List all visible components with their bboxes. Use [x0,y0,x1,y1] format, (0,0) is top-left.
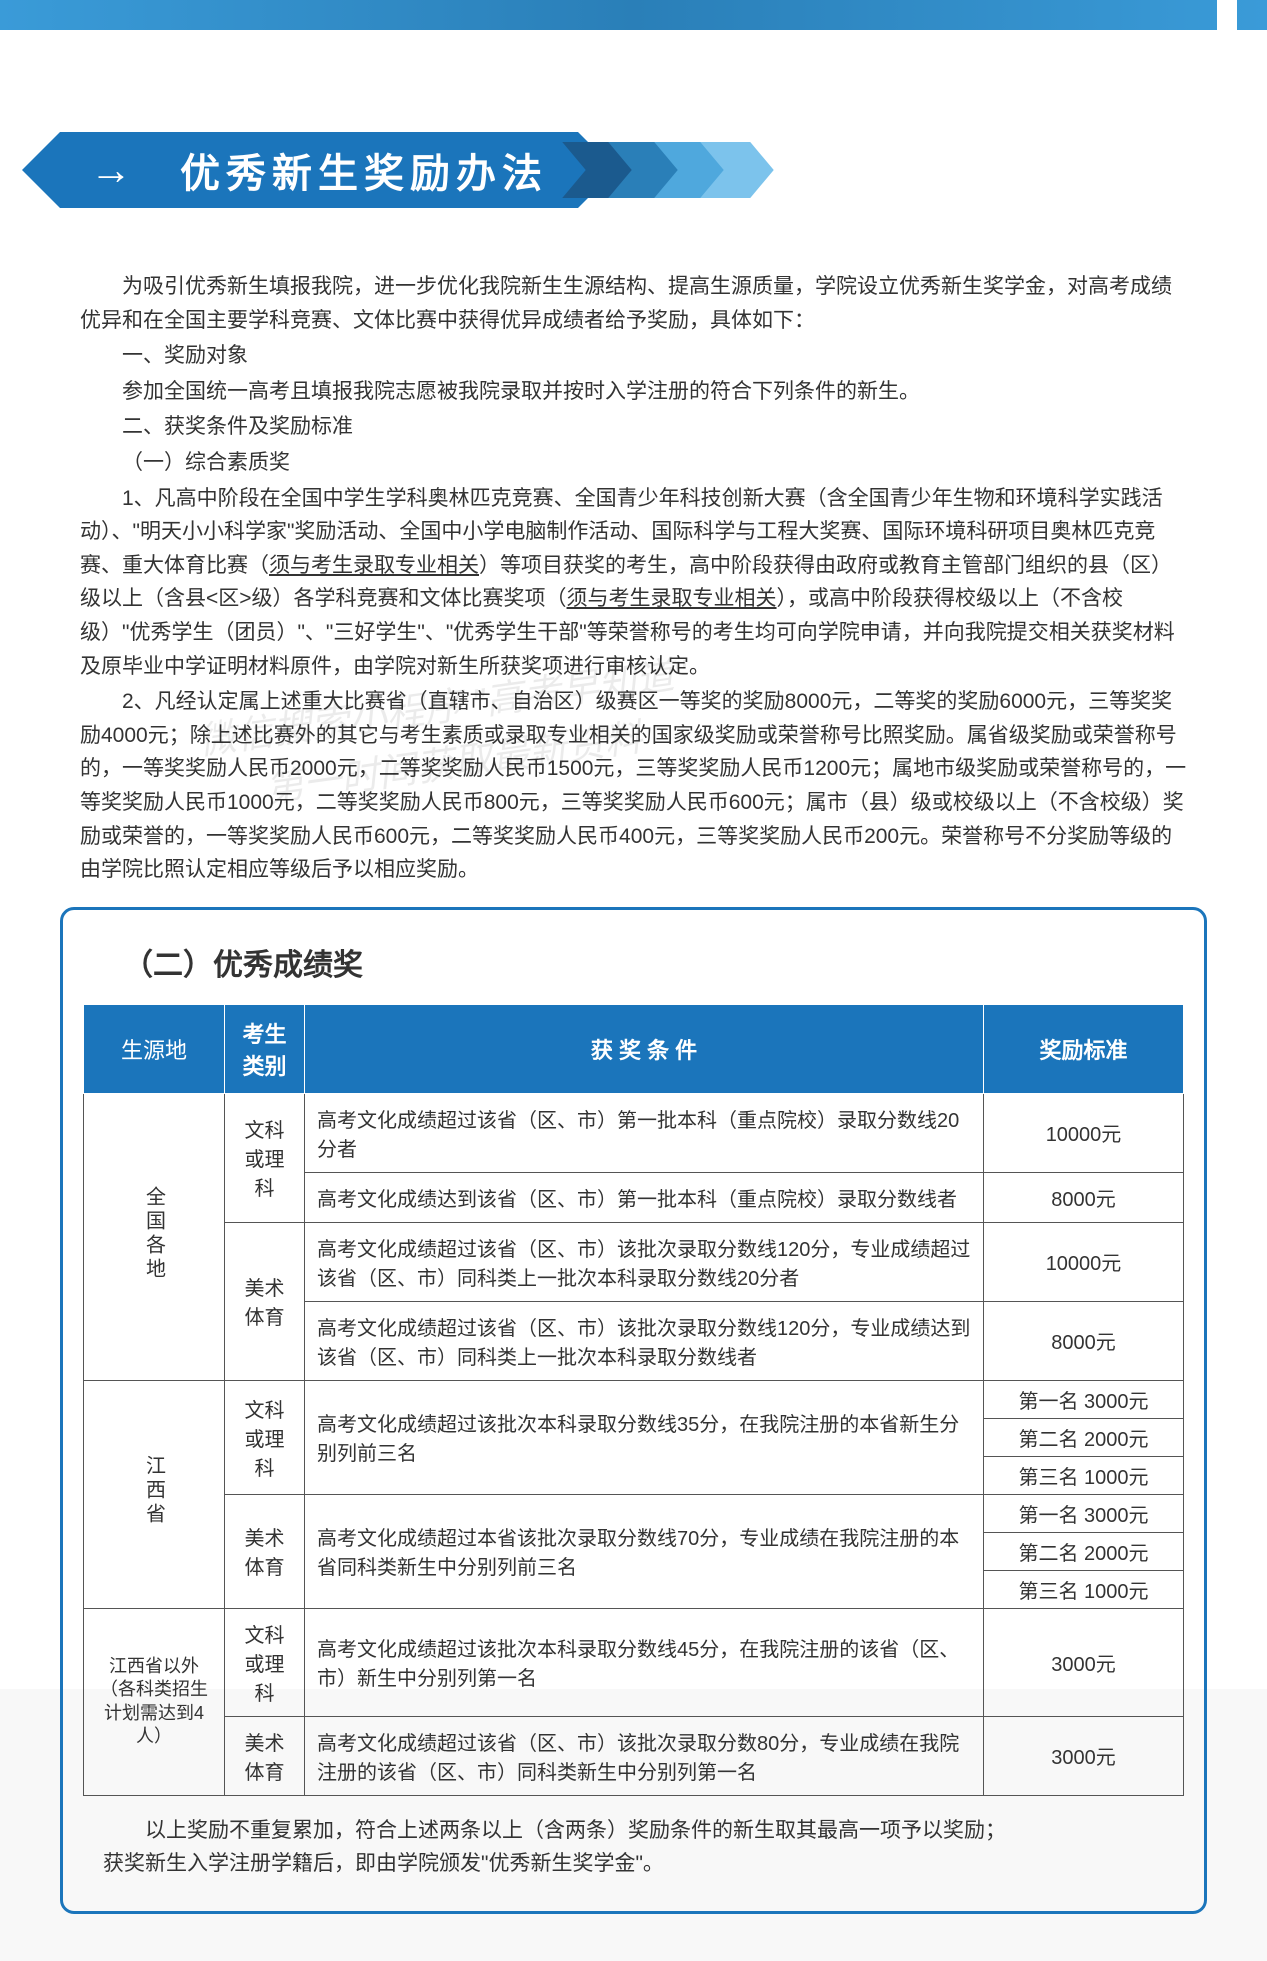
award-cell: 10000元 [984,1093,1184,1172]
footer-notes: 以上奖励不重复累加，符合上述两条以上（含两条）奖励条件的新生取其最高一项予以奖励… [103,1814,1164,1881]
region-national: 全国各地 [84,1093,225,1380]
footer-p2: 获奖新生入学注册学籍后，即由学院颁发"优秀新生奖学金"。 [103,1847,1164,1881]
cat-art: 美术体育 [225,1494,305,1608]
intro-para: 参加全国统一高考且填报我院志愿被我院录取并按时入学注册的符合下列条件的新生。 [80,375,1187,409]
para-2: 2、凡经认定属上述重大比赛省（直辖市、自治区）级赛区一等奖的奖励8000元，二等… [80,685,1187,887]
table-section: （二）优秀成绩奖 生源地 考生类别 获 奖 条 件 奖励标准 全国各地 文科或理… [60,907,1207,1914]
title-banner: → 优秀新生奖励办法 [60,132,578,208]
award-cell: 第二名 2000元 [984,1532,1184,1570]
award-cell: 8000元 [984,1172,1184,1222]
underlined-text: 须与考生录取专业相关 [567,587,777,610]
award-cell: 10000元 [984,1222,1184,1301]
condition-cell: 高考文化成绩超过该省（区、市）该批次录取分数80分，专业成绩在我院注册的该省（区… [305,1716,984,1795]
award-cell: 第三名 1000元 [984,1456,1184,1494]
page-title: 优秀新生奖励办法 [180,141,548,199]
top-header-bar [0,0,1267,30]
region-jiangxi: 江西省 [84,1380,225,1608]
th-award: 奖励标准 [984,1004,1184,1093]
condition-cell: 高考文化成绩超过该省（区、市）第一批本科（重点院校）录取分数线20分者 [305,1093,984,1172]
cat-art: 美术体育 [225,1222,305,1380]
cat-text: 文科或理科 [225,1380,305,1494]
award-cell: 第二名 2000元 [984,1418,1184,1456]
condition-cell: 高考文化成绩超过该批次本科录取分数线35分，在我院注册的本省新生分别列前三名 [305,1380,984,1494]
condition-cell: 高考文化成绩达到该省（区、市）第一批本科（重点院校）录取分数线者 [305,1172,984,1222]
heading-2: 二、获奖条件及奖励标准 [80,410,1187,444]
th-condition: 获 奖 条 件 [305,1004,984,1093]
arrow-right-icon: → [90,146,132,194]
table-row: 江西省 文科或理科 高考文化成绩超过该批次本科录取分数线35分，在我院注册的本省… [84,1380,1184,1418]
document-page: → 优秀新生奖励办法 为吸引优秀新生填报我院，进一步优化我院新生生源结构、提高生… [0,0,1267,1689]
intro-text: 为吸引优秀新生填报我院，进一步优化我院新生生源结构、提高生源质量，学院设立优秀新… [80,270,1187,887]
table-row: 美术体育 高考文化成绩超过该省（区、市）该批次录取分数线120分，专业成绩超过该… [84,1222,1184,1301]
condition-cell: 高考文化成绩超过该省（区、市）该批次录取分数线120分，专业成绩达到该省（区、市… [305,1301,984,1380]
award-cell: 第三名 1000元 [984,1570,1184,1608]
th-region: 生源地 [84,1004,225,1093]
title-section: → 优秀新生奖励办法 [0,130,1267,210]
heading-1: 一、奖励对象 [80,339,1187,373]
cat-art: 美术体育 [225,1716,305,1795]
award-cell: 3000元 [984,1716,1184,1795]
condition-cell: 高考文化成绩超过该省（区、市）该批次录取分数线120分，专业成绩超过该省（区、市… [305,1222,984,1301]
region-outside: 江西省以外（各科类招生计划需达到4人） [84,1608,225,1795]
subheading-1: （一）综合素质奖 [80,446,1187,480]
chevron-icon [712,142,762,198]
condition-cell: 高考文化成绩超过该批次本科录取分数线45分，在我院注册的该省（区、市）新生中分别… [305,1608,984,1716]
th-category: 考生类别 [225,1004,305,1093]
para-1: 1、凡高中阶段在全国中学生学科奥林匹克竞赛、全国青少年科技创新大赛（含全国青少年… [80,482,1187,684]
table-header-row: 生源地 考生类别 获 奖 条 件 奖励标准 [84,1004,1184,1093]
section-2-title: （二）优秀成绩奖 [123,940,1184,984]
table-row: 全国各地 文科或理科 高考文化成绩超过该省（区、市）第一批本科（重点院校）录取分… [84,1093,1184,1172]
award-cell: 第一名 3000元 [984,1494,1184,1532]
award-cell: 第一名 3000元 [984,1380,1184,1418]
cat-text: 文科或理科 [225,1608,305,1716]
table-row: 美术体育 高考文化成绩超过该省（区、市）该批次录取分数80分，专业成绩在我院注册… [84,1716,1184,1795]
footer-p1: 以上奖励不重复累加，符合上述两条以上（含两条）奖励条件的新生取其最高一项予以奖励… [103,1814,1164,1848]
cat-text: 文科或理科 [225,1093,305,1222]
underlined-text: 须与考生录取专业相关 [269,554,479,577]
condition-cell: 高考文化成绩超过本省该批次录取分数线70分，专业成绩在我院注册的本省同科类新生中… [305,1494,984,1608]
table-row: 江西省以外（各科类招生计划需达到4人） 文科或理科 高考文化成绩超过该批次本科录… [84,1608,1184,1716]
award-cell: 3000元 [984,1608,1184,1716]
table-row: 美术体育 高考文化成绩超过本省该批次录取分数线70分，专业成绩在我院注册的本省同… [84,1494,1184,1532]
chevron-decoration [578,142,762,198]
award-table: 生源地 考生类别 获 奖 条 件 奖励标准 全国各地 文科或理科 高考文化成绩超… [83,1004,1184,1796]
award-cell: 8000元 [984,1301,1184,1380]
intro-para: 为吸引优秀新生填报我院，进一步优化我院新生生源结构、提高生源质量，学院设立优秀新… [80,270,1187,337]
